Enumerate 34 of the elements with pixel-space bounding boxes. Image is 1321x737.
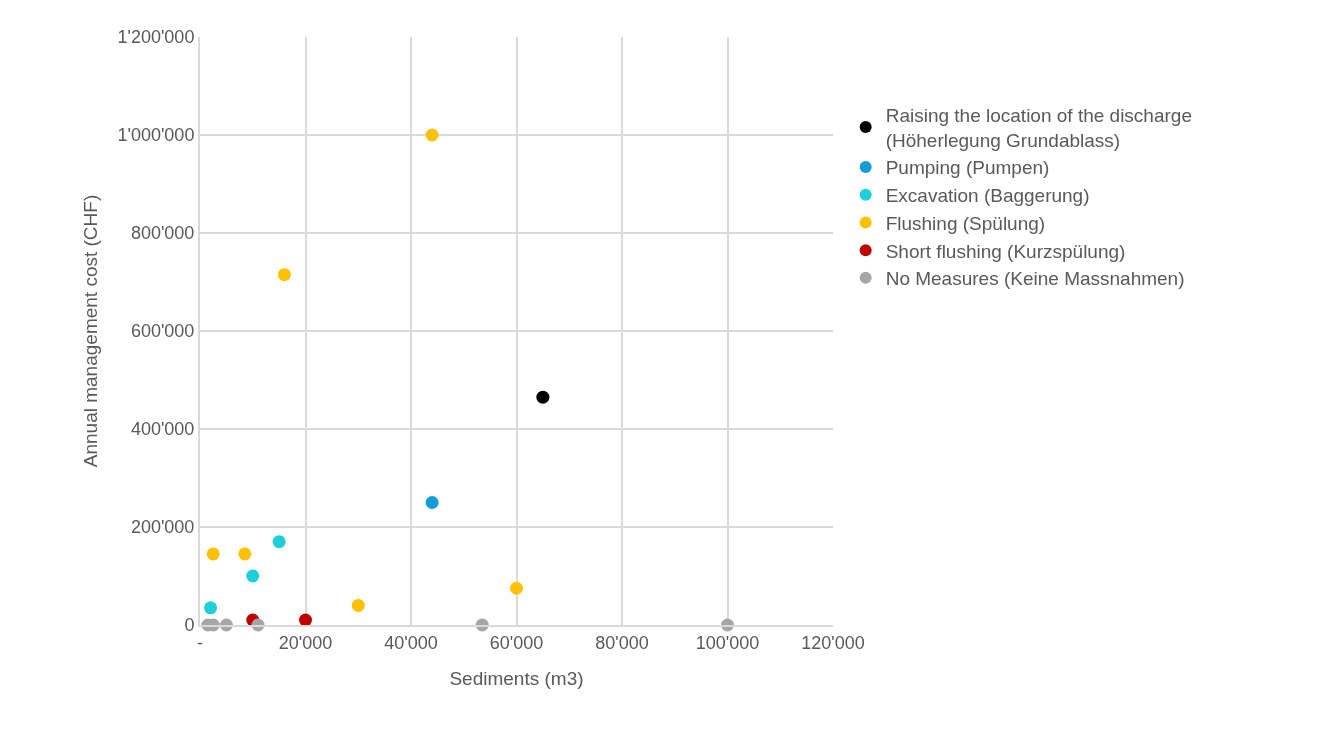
x-axis-title: Sediments (m3) (449, 667, 584, 689)
point (536, 390, 550, 404)
point (425, 496, 439, 509)
point (272, 535, 286, 549)
point (238, 547, 252, 561)
y-tick-label: 1'000'000 (117, 125, 195, 146)
point (351, 598, 365, 612)
point (510, 581, 523, 595)
legend-label: Excavation (Baggerung) (885, 185, 1090, 207)
legend-label: Flushing (Spülung) (885, 212, 1046, 234)
point (246, 569, 260, 583)
point (299, 613, 312, 627)
y-tick-label: 600'000 (130, 321, 195, 342)
legend-label: Short flushing (Kurzspülung) (885, 240, 1126, 262)
x-tick-label: 120'000 (801, 632, 865, 653)
legend-label: Raising the location of the discharge (Höherlegung Grundablass) (885, 105, 1192, 151)
point (204, 601, 218, 615)
legend-label: No Measures (Keine Massnahmen) (885, 268, 1185, 290)
y-tick-label: 0 (184, 615, 195, 636)
x-tick-label: 60'000 (489, 632, 544, 653)
y-tick-label: 400'000 (130, 419, 195, 440)
x-tick-label: 20'000 (278, 632, 333, 653)
x-tick-label: - (197, 632, 203, 653)
y-tick-label: 200'000 (130, 517, 195, 538)
point (277, 268, 291, 282)
point (425, 128, 439, 142)
x-tick-label: 40'000 (384, 632, 438, 653)
legend-label: Pumping (Pumpen) (885, 157, 1050, 179)
y-tick-label: 800'000 (130, 223, 195, 244)
x-tick-label: 100'000 (695, 632, 760, 653)
y-tick-label: 1'200'000 (117, 27, 195, 48)
x-tick-label: 80'000 (595, 632, 649, 653)
y-axis-title: Annual management cost (CHF) (79, 194, 101, 468)
point (206, 547, 220, 561)
